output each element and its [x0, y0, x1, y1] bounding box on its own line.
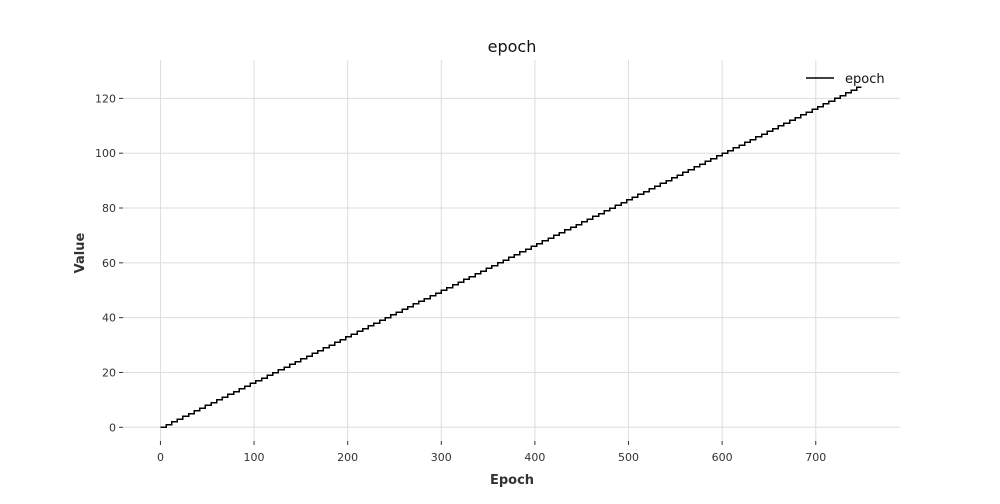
grid [123, 60, 900, 441]
x-tick-label: 300 [431, 451, 452, 464]
y-tick-label: 60 [102, 257, 116, 270]
x-tick-label: 500 [618, 451, 639, 464]
y-tick-label: 100 [95, 147, 116, 160]
y-tick-label: 20 [102, 366, 116, 379]
x-axis-label: Epoch [490, 473, 534, 488]
series [160, 86, 862, 429]
y-tick-label: 80 [102, 202, 116, 215]
x-tick-label: 400 [524, 451, 545, 464]
y-tick-label: 0 [109, 421, 116, 434]
axis-ticks: 0 100 200 300 400 500 600 700 0 20 40 60 80 100 120 [95, 92, 826, 464]
y-tick-label: 40 [102, 312, 116, 325]
y-tick-label: 120 [95, 92, 116, 105]
x-tick-label: 700 [805, 451, 826, 464]
y-axis-label: Value [73, 232, 88, 273]
legend: epoch [806, 72, 885, 87]
x-tick-label: 0 [157, 451, 164, 464]
legend-label: epoch [845, 72, 885, 87]
x-tick-label: 100 [244, 451, 265, 464]
x-tick-label: 200 [337, 451, 358, 464]
x-tick-label: 600 [712, 451, 733, 464]
chart-title: epoch [488, 37, 537, 56]
series-line-epoch [160, 86, 862, 429]
